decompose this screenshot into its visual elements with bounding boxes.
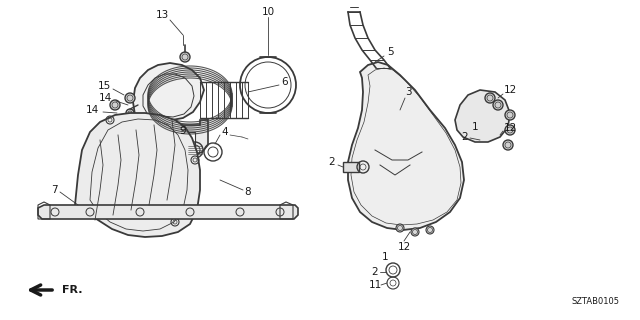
Circle shape	[505, 125, 515, 135]
Polygon shape	[180, 132, 195, 150]
Polygon shape	[133, 63, 204, 125]
Text: 13: 13	[156, 10, 168, 20]
Text: 6: 6	[282, 77, 288, 87]
Text: 12: 12	[504, 85, 516, 95]
Text: 1: 1	[381, 252, 388, 262]
Circle shape	[503, 140, 513, 150]
Text: 1: 1	[472, 122, 478, 132]
Polygon shape	[75, 113, 200, 237]
Text: 14: 14	[85, 105, 99, 115]
Text: 5: 5	[387, 47, 394, 57]
Text: 2: 2	[461, 132, 468, 142]
Text: 12: 12	[397, 242, 411, 252]
Circle shape	[110, 100, 120, 110]
Text: 15: 15	[97, 81, 111, 91]
Text: FR.: FR.	[61, 285, 83, 295]
Polygon shape	[455, 90, 510, 142]
Text: 2: 2	[372, 267, 378, 277]
Polygon shape	[348, 62, 464, 230]
Text: SZTAB0105: SZTAB0105	[572, 298, 620, 307]
Text: 4: 4	[221, 127, 228, 137]
Circle shape	[493, 100, 503, 110]
Text: 10: 10	[261, 7, 275, 17]
Text: 7: 7	[51, 185, 58, 195]
Circle shape	[396, 224, 404, 232]
Polygon shape	[148, 120, 208, 157]
Text: 2: 2	[329, 157, 335, 167]
Text: 14: 14	[99, 93, 111, 103]
Circle shape	[126, 109, 134, 117]
Circle shape	[426, 226, 434, 234]
Text: 8: 8	[244, 187, 252, 197]
Circle shape	[505, 110, 515, 120]
Polygon shape	[160, 130, 175, 150]
Text: 12: 12	[504, 123, 516, 133]
Text: 11: 11	[369, 280, 381, 290]
Polygon shape	[38, 205, 298, 219]
Circle shape	[180, 52, 190, 62]
Text: 9: 9	[180, 126, 186, 136]
Polygon shape	[343, 162, 359, 172]
Text: 3: 3	[404, 87, 412, 97]
Circle shape	[485, 93, 495, 103]
Circle shape	[125, 93, 135, 103]
Circle shape	[411, 228, 419, 236]
